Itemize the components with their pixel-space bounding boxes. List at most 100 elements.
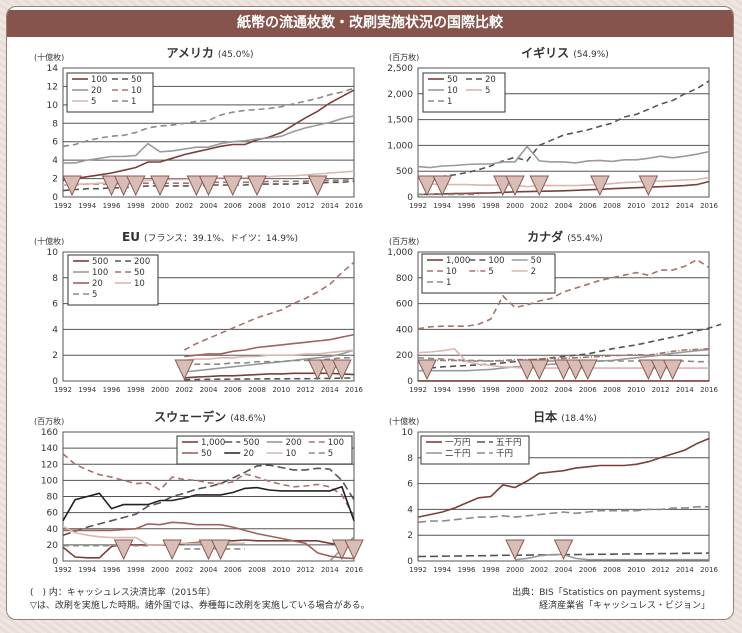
y-tick-label: 8 — [52, 119, 58, 129]
series-line-1 — [430, 323, 722, 369]
legend-label: 100 — [92, 268, 108, 278]
reform-marker — [113, 539, 134, 561]
legend-label: 200 — [134, 257, 150, 267]
legend-label: 千円 — [496, 448, 513, 459]
y-tick-label: 12 — [47, 82, 58, 92]
series-line-3 — [183, 261, 355, 351]
x-tick-label: 2010 — [627, 386, 645, 394]
x-tick-label: 1998 — [482, 566, 500, 574]
x-tick-label: 2002 — [530, 566, 548, 574]
reform-marker — [638, 175, 659, 197]
y-tick-label: 20 — [47, 541, 59, 551]
reform-marker — [186, 175, 207, 197]
reform-marker — [332, 539, 352, 561]
footer-note-reform: ▽は、改刷を実施した時期。諸外国では、券種毎に改刷を実施している場合がある。 — [30, 601, 370, 611]
footer-source-bis: 出典：BIS「Statistics on payment systems」 — [512, 588, 710, 598]
x-tick-label: 2010 — [272, 202, 290, 210]
reform-marker — [529, 175, 550, 197]
x-tick-label: 2006 — [579, 202, 597, 210]
x-tick-label: 2000 — [506, 386, 524, 394]
legend-label: 20 — [243, 449, 254, 459]
reform-marker — [638, 359, 659, 381]
y-tick-label: 0 — [407, 193, 413, 203]
legend-label: 10 — [446, 267, 457, 277]
legend-label: 1 — [131, 97, 136, 107]
legend-label: 100 — [488, 256, 504, 266]
x-tick-label: 2006 — [579, 386, 597, 394]
chart-subtitle: (45.0%) — [218, 50, 254, 60]
x-tick-label: 2016 — [345, 386, 363, 394]
legend-label: 1 — [447, 97, 452, 107]
reform-marker — [517, 359, 537, 381]
x-tick-label: 2012 — [297, 202, 315, 210]
y-tick-label: 140 — [41, 444, 58, 454]
chart-5: 日本 (18.4%) (十億枚) 0 2 4 6 8 10 1992 1994 1996 1998 200… — [389, 409, 718, 574]
reform-marker — [125, 175, 146, 197]
series-line-2 — [514, 553, 709, 561]
x-tick-label: 2012 — [652, 566, 670, 574]
legend-label: 50 — [447, 75, 458, 85]
x-tick-label: 2014 — [321, 202, 339, 210]
x-tick-label: 1998 — [482, 202, 500, 210]
x-tick-label: 2010 — [627, 566, 645, 574]
legend-label: 5 — [328, 449, 333, 459]
x-tick-label: 2016 — [700, 202, 718, 210]
reform-marker — [113, 175, 134, 197]
series-line-0 — [417, 437, 710, 518]
x-tick-label: 2000 — [151, 202, 169, 210]
legend-label: 一万円 — [445, 438, 471, 448]
x-tick-label: 2002 — [175, 386, 193, 394]
reform-marker — [590, 175, 610, 197]
chart-subtitle: (48.6%) — [230, 414, 266, 424]
x-tick-label: 1998 — [127, 202, 145, 210]
x-tick-label: 2004 — [555, 386, 573, 394]
x-tick-label: 2006 — [224, 202, 242, 210]
chart-title-text: アメリカ — [166, 46, 213, 60]
series-line-2 — [63, 115, 355, 164]
reform-marker — [307, 175, 328, 197]
x-tick-label: 2014 — [676, 202, 694, 210]
x-tick-label: 1996 — [458, 386, 476, 394]
y-tick-label: 6 — [407, 480, 413, 490]
legend-label: 50 — [531, 256, 542, 266]
legend-label: 5 — [92, 290, 97, 300]
y-unit-label: (十億枚) — [389, 416, 419, 426]
y-tick-label: 40 — [47, 525, 59, 535]
chart-subtitle: (18.4%) — [561, 414, 597, 424]
x-tick-label: 2008 — [603, 202, 621, 210]
x-tick-label: 2012 — [297, 566, 315, 574]
chart-subtitle: (55.4%) — [567, 234, 603, 244]
series-line-1 — [62, 464, 355, 536]
reform-marker — [150, 175, 170, 197]
y-unit-label: (百万枚) — [389, 236, 419, 246]
chart-1: イギリス (54.9%) (百万枚) 0 500 1,000 1,500 2,000 2,500… — [387, 45, 718, 210]
series-line-1 — [184, 377, 355, 381]
y-tick-label: 6 — [52, 138, 58, 148]
y-tick-label: 500 — [396, 167, 413, 177]
x-tick-label: 2004 — [555, 566, 573, 574]
reform-marker — [174, 359, 195, 381]
x-tick-label: 2012 — [297, 386, 315, 394]
reform-marker — [662, 359, 683, 381]
y-unit-label: (百万枚) — [389, 52, 419, 62]
x-tick-label: 2014 — [676, 386, 694, 394]
y-tick-label: 600 — [396, 300, 413, 310]
y-tick-label: 400 — [396, 325, 413, 335]
chart-title-text: イギリス — [521, 45, 569, 60]
reform-marker — [198, 175, 219, 197]
x-tick-label: 2008 — [248, 566, 266, 574]
x-tick-label: 1996 — [103, 386, 121, 394]
y-unit-label: (百万枚) — [34, 416, 64, 426]
y-tick-label: 100 — [41, 476, 58, 486]
x-tick-label: 1998 — [127, 566, 145, 574]
legend-label: 20 — [91, 86, 102, 96]
x-tick-label: 1998 — [127, 386, 145, 394]
x-tick-label: 1992 — [409, 566, 427, 574]
series-line-0 — [417, 180, 710, 196]
legend-label: 10 — [286, 449, 297, 459]
reform-marker — [332, 359, 352, 381]
legend-label: 二千円 — [445, 448, 471, 459]
y-tick-label: 800 — [396, 274, 413, 284]
x-tick-label: 2008 — [248, 202, 266, 210]
chart-title: スウェーデン (48.6%) — [154, 409, 266, 424]
